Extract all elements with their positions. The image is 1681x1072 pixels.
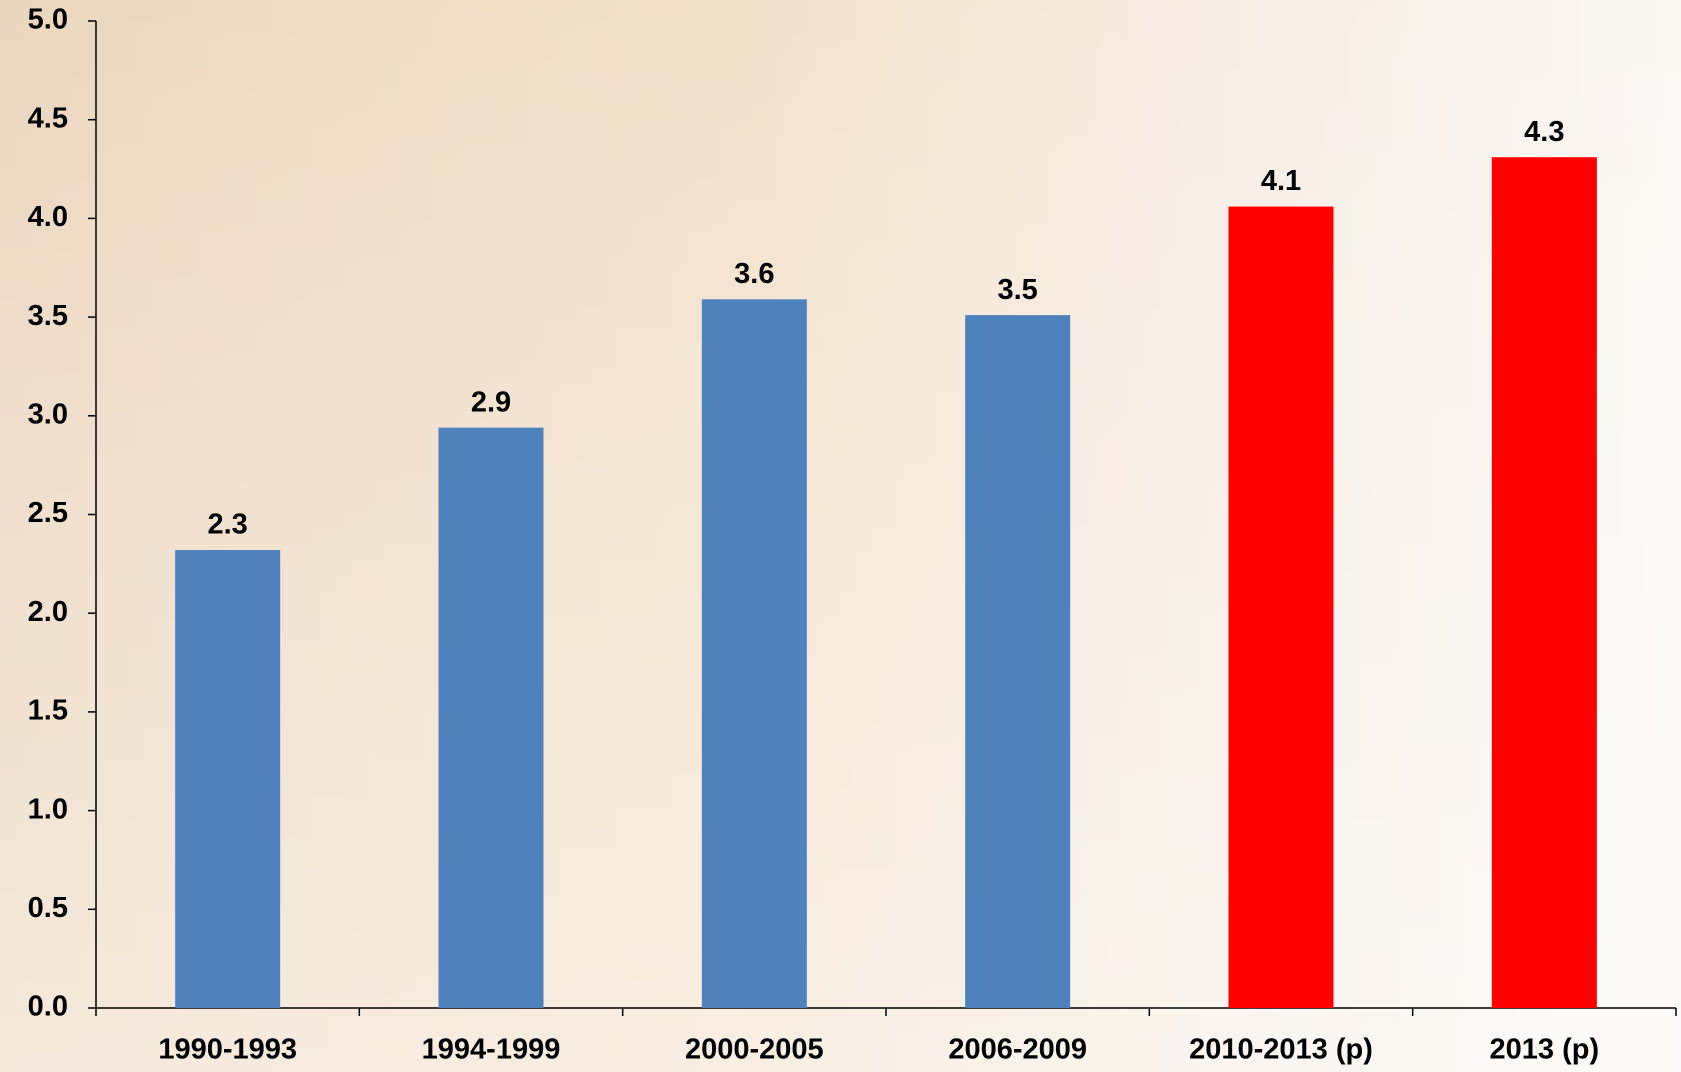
- bar: [701, 299, 807, 1009]
- y-tick-label: 2.5: [28, 497, 68, 529]
- x-tick-label: 2006-2009: [948, 1034, 1087, 1066]
- bar: [175, 550, 281, 1008]
- x-tick-label: 1990-1993: [158, 1034, 297, 1066]
- data-label: 2.3: [208, 509, 248, 541]
- y-tick-label: 2.0: [28, 596, 68, 628]
- y-tick-label: 4.0: [28, 201, 68, 233]
- data-label: 3.6: [734, 258, 774, 290]
- y-tick-label: 0.5: [28, 892, 68, 924]
- data-label: 3.5: [998, 274, 1038, 306]
- y-tick-label: 1.0: [28, 793, 68, 825]
- y-tick-label: 5.0: [28, 4, 68, 36]
- x-tick-label: 2013 (p): [1490, 1034, 1600, 1066]
- x-tick-label: 1994-1999: [422, 1034, 561, 1066]
- y-tick-label: 4.5: [28, 102, 68, 134]
- y-tick-label: 3.5: [28, 300, 68, 332]
- data-label: 4.1: [1261, 165, 1301, 197]
- x-tick-label: 2000-2005: [685, 1034, 824, 1066]
- bar: [965, 315, 1071, 1009]
- bar: [1491, 157, 1597, 1008]
- data-label: 4.3: [1524, 116, 1564, 148]
- y-tick-label: 3.0: [28, 398, 68, 430]
- x-tick-label: 2010-2013 (p): [1189, 1034, 1373, 1066]
- data-label: 2.9: [471, 386, 511, 418]
- bar: [438, 427, 544, 1008]
- y-tick-label: 0.0: [28, 991, 68, 1023]
- y-tick-label: 1.5: [28, 695, 68, 727]
- bar: [1228, 206, 1334, 1008]
